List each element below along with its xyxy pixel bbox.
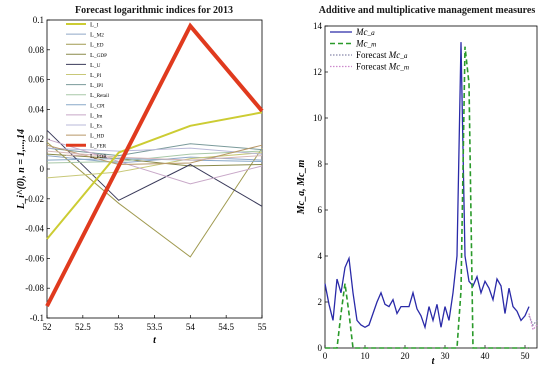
chart-2-x-tick-label: 30 — [441, 351, 451, 361]
legend-label: L_IPI — [90, 82, 103, 89]
chart-1-x-tick-label: 53.5 — [147, 322, 163, 332]
chart-1-series-l-cpi — [46, 158, 263, 162]
chart-1-y-tick-label: -0.02 — [25, 194, 44, 204]
legend-label: L_Im — [90, 112, 102, 119]
legend-label: L_M2 — [90, 32, 104, 39]
chart-2-series-mc-m — [325, 46, 529, 349]
chart-2-title: Additive and multiplicative management m… — [319, 5, 536, 16]
legend-label: L_U — [90, 62, 101, 69]
legend-label: L_PI — [90, 72, 101, 79]
chart-1-x-tick-label: 54.5 — [218, 322, 234, 332]
chart-1-series-l-for — [46, 150, 263, 161]
chart-1-y-tick-label: 0.08 — [28, 45, 44, 55]
chart-1-series-l-gdp — [46, 153, 263, 167]
legend-label: Forecast Mc_a — [356, 50, 408, 60]
chart-1: Forecast logarithmic indices for 2013 -0.… — [16, 5, 267, 346]
chart-2-y-label: Mc_a, Mc_m — [296, 160, 307, 216]
chart-2-y-tick-label: 8 — [318, 159, 323, 169]
legend-label: L_CPI — [90, 102, 105, 109]
chart-2-series-mc-a — [324, 42, 530, 330]
chart-2-y-tick-label: 10 — [313, 113, 323, 123]
chart-2-y-tick-label: 2 — [318, 297, 323, 307]
chart-2-axes-box — [324, 25, 538, 349]
chart-1-x-tick-label: 54 — [186, 322, 196, 332]
chart-1-y-tick-label: -0.04 — [25, 224, 44, 234]
chart-2-series-forecast-mc-a — [528, 315, 538, 327]
chart-1-y-tick-label: 0.06 — [28, 75, 44, 85]
chart-1-y-tick-label: 0 — [40, 164, 45, 174]
chart-1-series-l-fer — [45, 22, 264, 308]
chart-1-y-tick-label: -0.1 — [30, 313, 44, 323]
legend-label: L_ED — [90, 42, 104, 49]
chart-1-title: Forecast logarithmic indices for 2013 — [75, 5, 233, 16]
chart-2: Additive and multiplicative management m… — [296, 5, 538, 367]
chart-1-x-tick-label: 53 — [114, 322, 124, 332]
legend-label: L_HD — [90, 133, 104, 140]
chart-2-x-tick-label: 40 — [481, 351, 491, 361]
legend-label: Mc_a — [355, 27, 375, 37]
chart-2-y-tick-label: 12 — [313, 67, 322, 77]
chart-1-x-tick-label: 52.5 — [75, 322, 91, 332]
legend-label: Forecast Mc_m — [356, 62, 409, 72]
legend-label: L_GDP — [90, 52, 107, 59]
chart-2-x-tick-label: 10 — [361, 351, 371, 361]
chart-2-x-tick-label: 0 — [323, 351, 328, 361]
chart-2-x-label: t — [432, 356, 436, 367]
legend-label: L_I — [90, 22, 99, 29]
legend-label: L_Retail — [90, 92, 110, 99]
legend-label: L_Ex — [90, 123, 103, 130]
chart-2-x-tick-label: 50 — [521, 351, 531, 361]
chart-1-x-tick-label: 52 — [43, 322, 52, 332]
chart-1-series-l-ex — [46, 147, 263, 155]
legend-label: L_FOR — [90, 153, 107, 160]
chart-2-x-tick-label: 20 — [401, 351, 411, 361]
chart-1-y-tick-label: 0.02 — [28, 134, 44, 144]
chart-2-y-tick-label: 6 — [318, 205, 323, 215]
chart-1-series-l-u — [46, 129, 263, 207]
chart-1-y-tick-label: 0.1 — [33, 15, 44, 25]
chart-1-series-l-pi — [46, 152, 263, 179]
legend-label: L_FER — [90, 143, 107, 150]
chart-2-y-tick-label: 0 — [318, 343, 323, 353]
chart-2-y-tick-label: 14 — [313, 21, 323, 31]
chart-1-series-l-im — [46, 138, 263, 185]
chart-2-series-forecast-mc-m — [528, 313, 538, 331]
chart-2-y-tick-label: 4 — [318, 251, 323, 261]
chart-1-series-l-ed — [46, 141, 263, 258]
chart-1-series-l-retail — [46, 150, 263, 164]
chart-1-series-l-i — [46, 111, 263, 240]
chart-1-y-tick-label: 0.04 — [28, 104, 44, 114]
legend-label: Mc_m — [355, 39, 376, 49]
chart-1-y-tick-label: -0.08 — [25, 283, 44, 293]
chart-1-y-tick-label: -0.06 — [25, 253, 44, 263]
chart-1-x-label: t — [153, 335, 157, 346]
chart-1-y-label: L_i^(0), n = 1,...,14 — [16, 129, 27, 210]
chart-1-legend: L_I L_M2 L_ED L_GDP L_U L_PI L_IPI L_Retail L_CP… — [66, 22, 110, 160]
chart-1-x-tick-label: 55 — [258, 322, 268, 332]
